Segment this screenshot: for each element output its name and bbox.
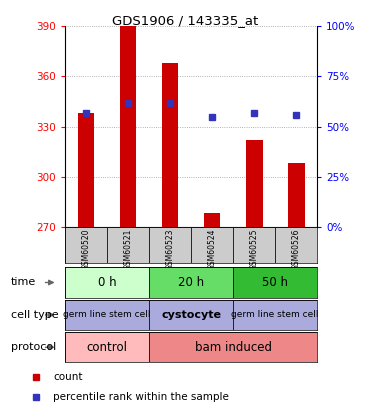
Bar [149,300,233,330]
Bar [65,227,107,263]
Text: GSM60521: GSM60521 [124,228,132,270]
Text: 50 h: 50 h [262,276,288,289]
Bar [149,267,233,298]
Text: time: time [11,277,36,288]
Bar [246,140,263,227]
Bar [233,227,275,263]
Text: germ line stem cell: germ line stem cell [63,310,151,320]
Bar [65,267,149,298]
Bar [233,300,317,330]
Text: cystocyte: cystocyte [161,310,221,320]
Bar [119,26,137,227]
Bar [149,227,191,263]
Text: 0 h: 0 h [98,276,116,289]
Bar [78,113,94,227]
Text: count: count [53,372,83,382]
Text: cell type: cell type [11,310,59,320]
Bar [204,213,220,227]
Text: GSM60526: GSM60526 [292,228,301,270]
Text: 20 h: 20 h [178,276,204,289]
Text: GSM60525: GSM60525 [250,228,259,270]
Text: control: control [86,341,128,354]
Bar [191,227,233,263]
Text: germ line stem cell: germ line stem cell [232,310,319,320]
Bar [65,332,149,362]
Bar [233,267,317,298]
Text: percentile rank within the sample: percentile rank within the sample [53,392,229,401]
Bar [149,332,317,362]
Text: GDS1906 / 143335_at: GDS1906 / 143335_at [112,14,259,27]
Text: GSM60523: GSM60523 [165,228,174,270]
Bar [275,227,317,263]
Text: bam induced: bam induced [195,341,272,354]
Bar [107,227,149,263]
Bar [65,300,149,330]
Bar [162,63,178,227]
Text: GSM60520: GSM60520 [82,228,91,270]
Text: protocol: protocol [11,342,56,352]
Text: GSM60524: GSM60524 [208,228,217,270]
Bar [288,163,305,227]
